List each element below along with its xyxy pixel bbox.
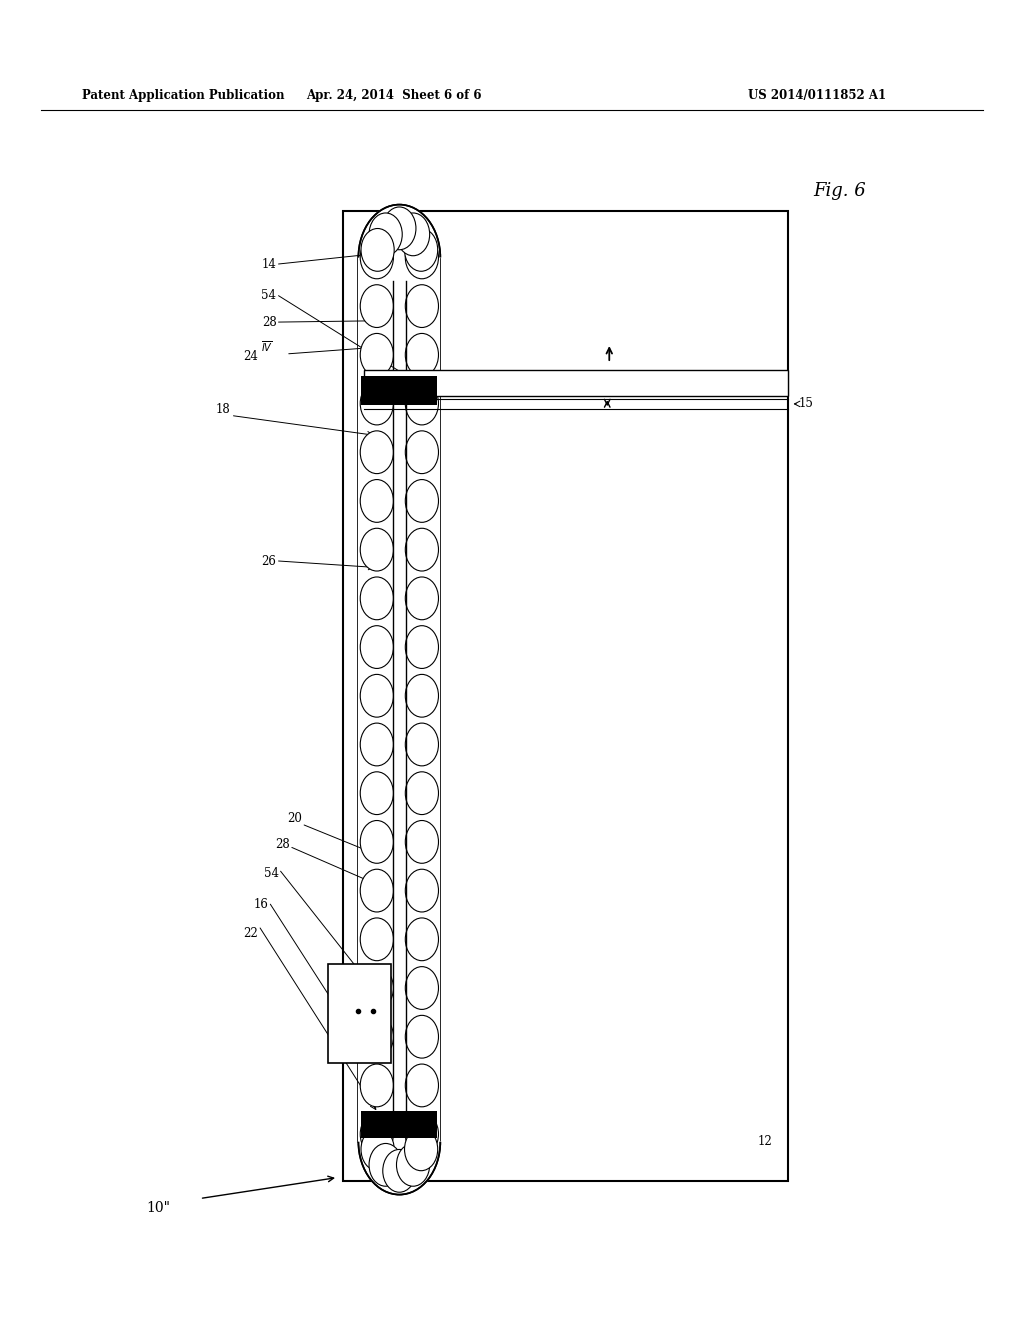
Circle shape (360, 285, 393, 327)
Circle shape (360, 430, 393, 474)
Circle shape (404, 1127, 437, 1171)
Circle shape (406, 1113, 438, 1155)
Circle shape (360, 334, 393, 376)
Circle shape (406, 577, 438, 619)
Circle shape (383, 207, 416, 249)
Circle shape (360, 626, 393, 668)
Circle shape (360, 236, 393, 279)
Circle shape (406, 334, 438, 376)
Circle shape (360, 821, 393, 863)
Circle shape (406, 236, 438, 279)
Text: 18: 18 (216, 403, 230, 416)
Circle shape (360, 1064, 393, 1106)
Text: 14: 14 (261, 257, 276, 271)
Circle shape (406, 383, 438, 425)
Text: 28: 28 (262, 315, 276, 329)
Circle shape (404, 228, 437, 272)
Circle shape (406, 479, 438, 523)
Bar (328, 964, 391, 1063)
Text: 28: 28 (275, 838, 290, 851)
Text: 54: 54 (263, 867, 279, 880)
Circle shape (383, 1150, 416, 1192)
Circle shape (361, 228, 394, 272)
Circle shape (360, 528, 393, 572)
Circle shape (406, 917, 438, 961)
Circle shape (360, 966, 393, 1010)
Text: $\overline{IV}$: $\overline{IV}$ (261, 339, 273, 354)
Text: Apr. 24, 2014  Sheet 6 of 6: Apr. 24, 2014 Sheet 6 of 6 (306, 88, 482, 102)
Circle shape (406, 723, 438, 766)
Text: Patent Application Publication: Patent Application Publication (82, 88, 285, 102)
Circle shape (360, 383, 393, 425)
Circle shape (406, 285, 438, 327)
Bar (361, 376, 437, 405)
Text: 12: 12 (758, 1135, 772, 1148)
Circle shape (406, 1064, 438, 1106)
Circle shape (360, 772, 393, 814)
Circle shape (360, 869, 393, 912)
Polygon shape (358, 1142, 440, 1195)
Circle shape (360, 723, 393, 766)
Polygon shape (358, 205, 440, 257)
Text: 26: 26 (261, 554, 276, 568)
Text: 24: 24 (243, 350, 258, 363)
Text: 16: 16 (253, 898, 268, 911)
Circle shape (360, 917, 393, 961)
Text: 10": 10" (146, 1201, 171, 1214)
Bar (358, 257, 440, 1142)
Circle shape (406, 626, 438, 668)
Circle shape (406, 430, 438, 474)
Circle shape (360, 1015, 393, 1059)
Bar (361, 1111, 437, 1138)
Circle shape (396, 1143, 430, 1187)
Circle shape (406, 869, 438, 912)
Circle shape (369, 213, 402, 256)
Circle shape (360, 479, 393, 523)
Circle shape (369, 1143, 402, 1187)
Circle shape (406, 1015, 438, 1059)
Circle shape (406, 772, 438, 814)
Bar (343, 211, 788, 1181)
Circle shape (360, 577, 393, 619)
Text: 15: 15 (799, 397, 814, 411)
Circle shape (406, 821, 438, 863)
Text: 22: 22 (244, 927, 258, 940)
Text: US 2014/0111852 A1: US 2014/0111852 A1 (748, 88, 886, 102)
Circle shape (396, 213, 430, 256)
Circle shape (360, 1113, 393, 1155)
Text: Fig. 6: Fig. 6 (813, 182, 866, 201)
Circle shape (406, 675, 438, 717)
Bar (364, 370, 788, 396)
Circle shape (406, 528, 438, 572)
Circle shape (361, 1127, 394, 1171)
Text: 54: 54 (261, 289, 276, 302)
Circle shape (406, 966, 438, 1010)
Text: 20: 20 (287, 812, 302, 825)
Circle shape (360, 675, 393, 717)
